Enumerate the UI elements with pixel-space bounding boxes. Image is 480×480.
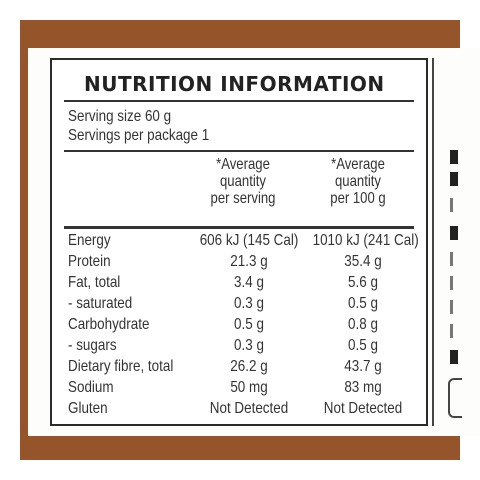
value-per-serving: 50 mg [230,379,268,396]
divider [64,226,414,229]
value-per-serving: Not Detected [209,400,289,417]
nutrition-panel [50,58,428,426]
adjacent-label-fragment [450,198,453,212]
value-per-100g: 43.7 g [344,358,382,375]
nutrient-name: Protein [68,253,111,270]
value-per-serving: 21.3 g [230,253,268,270]
adjacent-label-fragment [450,276,453,290]
value-per-100g: 0.5 g [348,295,378,312]
nutrient-name: Gluten [68,400,108,417]
value-per-serving: 606 kJ (145 Cal) [199,232,299,249]
adjacent-label-fragment [450,172,458,186]
divider [64,150,414,152]
table-row: Carbohydrate 0.5 g 0.8 g [66,314,416,335]
value-per-serving: 3.4 g [234,274,264,291]
adjacent-label-fragment [450,150,458,164]
nutrient-name: Energy [68,232,111,249]
value-per-100g: 0.5 g [348,337,378,354]
table-row: - saturated 0.3 g 0.5 g [66,293,416,314]
column-header-line: quantity [335,173,381,190]
panel-divider [432,58,434,426]
panel-title: NUTRITION INFORMATION [84,72,385,96]
column-header-line: *Average [331,156,385,173]
table-row: Gluten Not Detected Not Detected [66,398,416,419]
adjacent-label-fragment [448,378,462,418]
table-row: Dietary fibre, total 26.2 g 43.7 g [66,356,416,377]
adjacent-label-fragment [450,300,453,314]
adjacent-label-fragment [450,350,458,364]
nutrient-name: Carbohydrate [68,316,150,333]
adjacent-label-fragment [450,324,453,338]
nutrient-name: - sugars [68,337,117,354]
servings-per-package: Servings per package 1 [68,127,210,144]
value-per-100g: 83 mg [344,379,382,396]
serving-size: Serving size 60 g [68,108,172,125]
value-per-serving: 0.3 g [234,295,264,312]
adjacent-label-fragment [450,252,453,266]
nutrient-name: - saturated [68,295,133,312]
column-header-line: per serving [210,190,276,207]
adjacent-label-fragment [450,226,458,240]
nutrient-name: Dietary fibre, total [68,358,174,375]
table-row: - sugars 0.3 g 0.5 g [66,335,416,356]
value-per-100g: 1010 kJ (241 Cal) [312,232,419,249]
nutrient-table: Energy 606 kJ (145 Cal) 1010 kJ (241 Cal) P… [66,230,419,419]
table-row: Energy 606 kJ (145 Cal) 1010 kJ (241 Cal) [66,230,419,251]
value-per-100g: 35.4 g [344,253,382,270]
column-header-per-100g: *Average quantity per 100 g [313,156,403,207]
nutrient-name: Sodium [68,379,114,396]
table-row: Sodium 50 mg 83 mg [66,377,416,398]
value-per-100g: Not Detected [323,400,403,417]
divider [64,100,414,102]
nutrient-name: Fat, total [68,274,121,291]
table-row: Fat, total 3.4 g 5.6 g [66,272,416,293]
value-per-100g: 5.6 g [348,274,378,291]
value-per-serving: 0.3 g [234,337,264,354]
column-header-line: per 100 g [330,190,386,207]
value-per-serving: 0.5 g [234,316,264,333]
column-header-per-serving: *Average quantity per serving [198,156,288,207]
value-per-100g: 0.8 g [348,316,378,333]
column-header-line: *Average [216,156,270,173]
table-row: Protein 21.3 g 35.4 g [66,251,416,272]
column-header-line: quantity [220,173,266,190]
value-per-serving: 26.2 g [230,358,268,375]
